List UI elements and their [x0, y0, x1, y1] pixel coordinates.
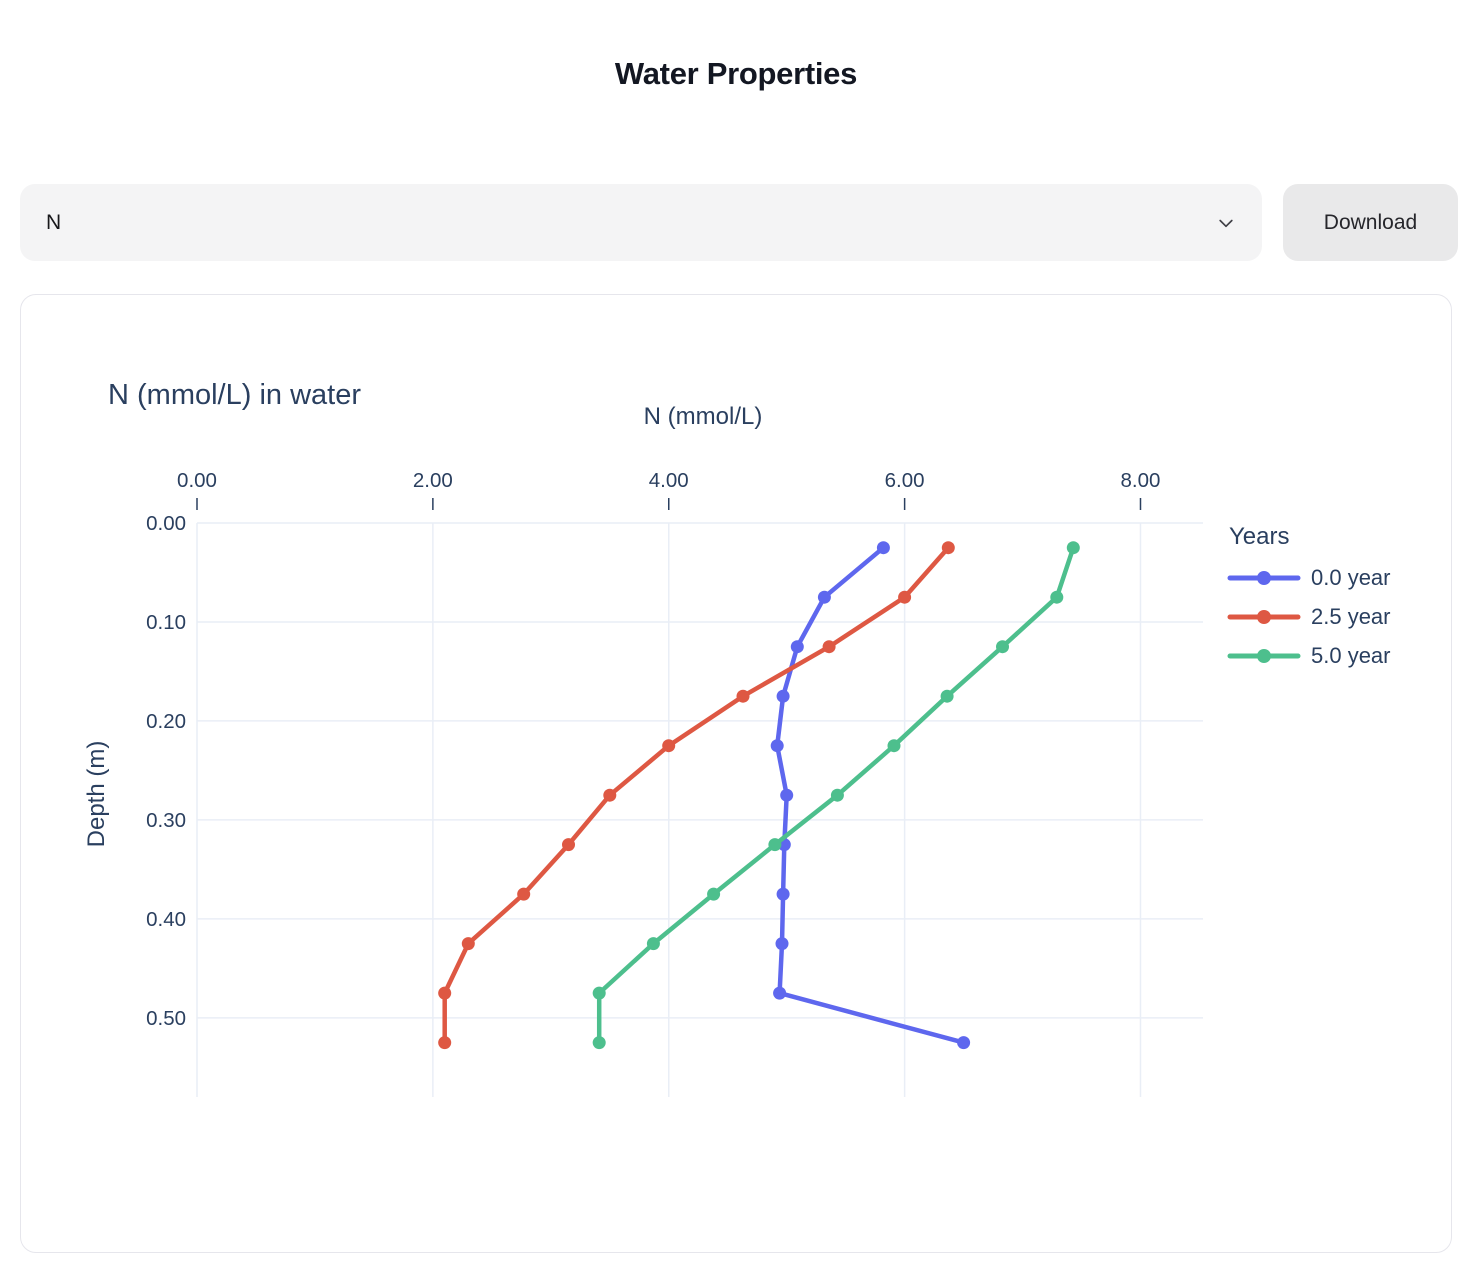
y-tick-label: 0.00 [146, 512, 186, 535]
data-point[interactable] [996, 640, 1009, 654]
y-tick-label: 0.30 [146, 809, 186, 832]
controls-row: N Download [20, 184, 1458, 261]
data-point[interactable] [770, 739, 784, 753]
legend-item-2.5-year[interactable]: 2.5 year [1227, 597, 1391, 636]
data-point[interactable] [592, 986, 606, 1000]
data-point[interactable] [776, 887, 790, 901]
data-point[interactable] [830, 788, 844, 802]
property-select-value: N [46, 210, 62, 234]
legend: Years 0.0 year 2.5 year 5.0 year [1227, 522, 1391, 675]
chevron-down-icon [1219, 219, 1233, 227]
data-point[interactable] [790, 640, 804, 654]
data-point[interactable] [776, 689, 790, 703]
chart-title: N (mmol/L) in water [108, 379, 361, 411]
data-point[interactable] [592, 1036, 606, 1050]
x-tick-label: 8.00 [1121, 469, 1161, 492]
legend-label: 2.5 year [1311, 603, 1391, 629]
data-point[interactable] [603, 788, 617, 802]
data-point[interactable] [461, 937, 475, 951]
data-point[interactable] [941, 541, 955, 555]
legend-items: 0.0 year 2.5 year 5.0 year [1227, 558, 1391, 675]
data-point[interactable] [775, 937, 789, 951]
data-point[interactable] [940, 689, 954, 703]
legend-label: 5.0 year [1311, 642, 1391, 668]
data-point[interactable] [736, 689, 750, 703]
y-tick-label: 0.20 [146, 710, 186, 733]
y-tick-label: 0.50 [146, 1007, 186, 1030]
x-tick-label: 6.00 [885, 469, 925, 492]
data-point[interactable] [562, 838, 575, 852]
plot-svg[interactable]: 0.00 2.00 4.00 6.00 8.00 0.00 0.10 0.20 0.30 0.40… [21, 295, 1451, 1252]
legend-item-5.0-year[interactable]: 5.0 year [1227, 636, 1391, 675]
data-point[interactable] [707, 887, 721, 901]
data-point[interactable] [1050, 590, 1064, 604]
x-axis-title: N (mmol/L) [643, 403, 763, 430]
data-point[interactable] [768, 838, 782, 852]
legend-swatch [1227, 609, 1301, 624]
data-point[interactable] [887, 739, 901, 753]
data-point[interactable] [646, 937, 660, 951]
y-tick-label: 0.10 [146, 611, 186, 634]
data-point[interactable] [780, 788, 794, 802]
data-point[interactable] [438, 1036, 452, 1050]
x-tick-label: 4.00 [649, 469, 689, 492]
x-tick-label: 0.00 [177, 469, 217, 492]
download-button[interactable]: Download [1283, 184, 1458, 261]
legend-swatch [1227, 648, 1301, 663]
chart-card: N (mmol/L) in water N (mmol/L) Depth (m)… [20, 294, 1452, 1253]
legend-swatch [1227, 570, 1301, 585]
data-point[interactable] [957, 1036, 971, 1050]
property-select[interactable]: N [20, 184, 1262, 261]
data-point[interactable] [438, 986, 452, 1000]
data-point[interactable] [773, 986, 787, 1000]
data-point[interactable] [517, 887, 531, 901]
data-point[interactable] [898, 590, 912, 604]
data-point[interactable] [817, 590, 831, 604]
legend-item-0.0-year[interactable]: 0.0 year [1227, 558, 1391, 597]
x-tick-label: 2.00 [413, 469, 453, 492]
data-point[interactable] [822, 640, 836, 654]
legend-label: 0.0 year [1311, 564, 1391, 590]
page-title: Water Properties [614, 56, 858, 91]
y-tick-label: 0.40 [146, 908, 186, 931]
data-point[interactable] [1066, 541, 1080, 555]
data-point[interactable] [876, 541, 890, 555]
legend-title: Years [1229, 523, 1290, 550]
data-point[interactable] [662, 739, 676, 753]
